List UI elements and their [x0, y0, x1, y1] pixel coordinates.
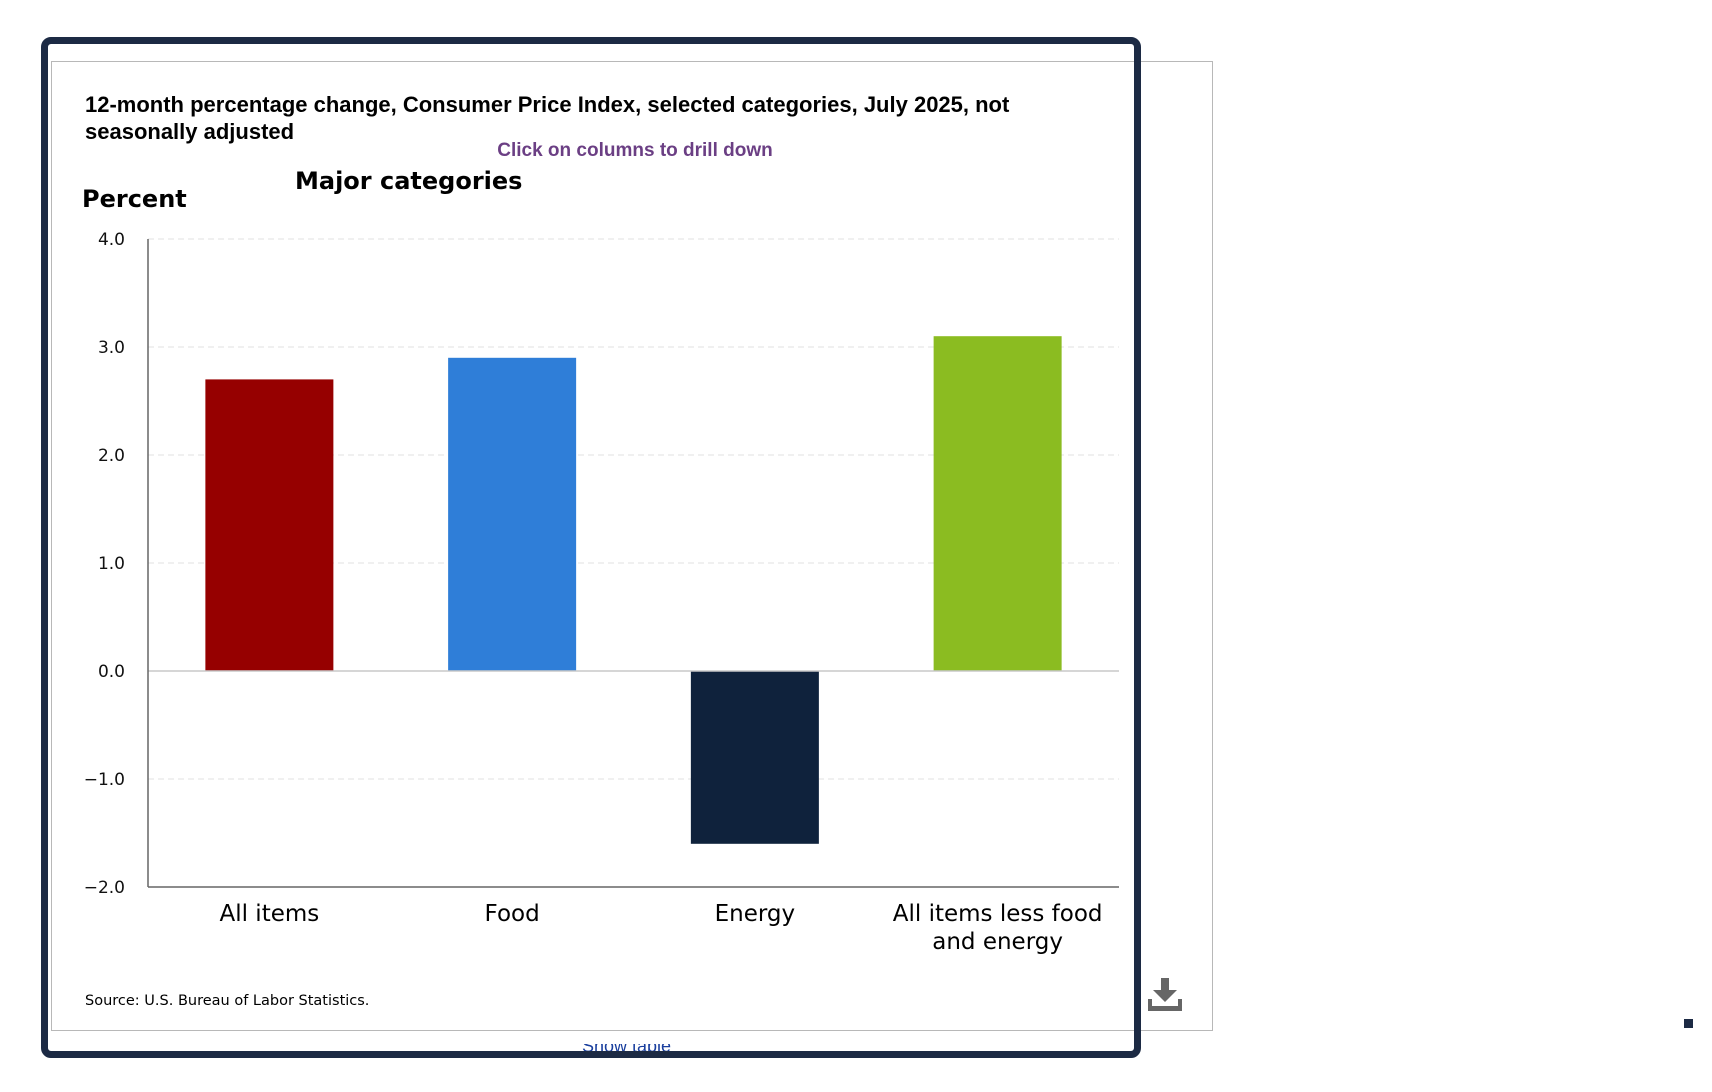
chart-subtitle: Major categories [295, 167, 523, 195]
x-category-label: All items [219, 901, 319, 927]
download-icon [1148, 978, 1182, 1011]
bar[interactable] [205, 379, 334, 671]
x-category-label: Energy [715, 901, 796, 927]
x-category-label: Food [485, 901, 540, 927]
x-category-label: All items less food [893, 901, 1103, 927]
bar[interactable] [933, 336, 1062, 671]
y-axis-title: Percent [82, 185, 187, 213]
bars [205, 336, 1062, 844]
y-tick-labels: 4.0 3.0 2.0 1.0 0.0 −1.0 −2.0 [84, 230, 125, 898]
x-category-label: and energy [932, 929, 1063, 955]
focus-frame [41, 37, 1141, 1058]
y-tick-label: 0.0 [98, 662, 125, 682]
download-button[interactable] [1146, 976, 1184, 1012]
x-category-labels: All items Food Energy All items less foodan… [219, 901, 1102, 955]
y-tick-label: 2.0 [98, 446, 125, 466]
bar[interactable] [690, 671, 819, 844]
bar[interactable] [448, 357, 577, 671]
source-note: Source: U.S. Bureau of Labor Statistics. [85, 993, 370, 1009]
y-tick-label: 1.0 [98, 554, 125, 574]
y-tick-label: 3.0 [98, 338, 125, 358]
axes [147, 239, 1119, 888]
y-tick-label: 4.0 [98, 230, 125, 250]
y-tick-label: −1.0 [84, 770, 125, 790]
drill-down-hint: Click on columns to drill down [497, 140, 773, 161]
y-tick-label: −2.0 [84, 878, 125, 898]
corner-marker [1684, 1019, 1693, 1028]
chart-title: 12-month percentage change, Consumer Pri… [85, 92, 1010, 144]
